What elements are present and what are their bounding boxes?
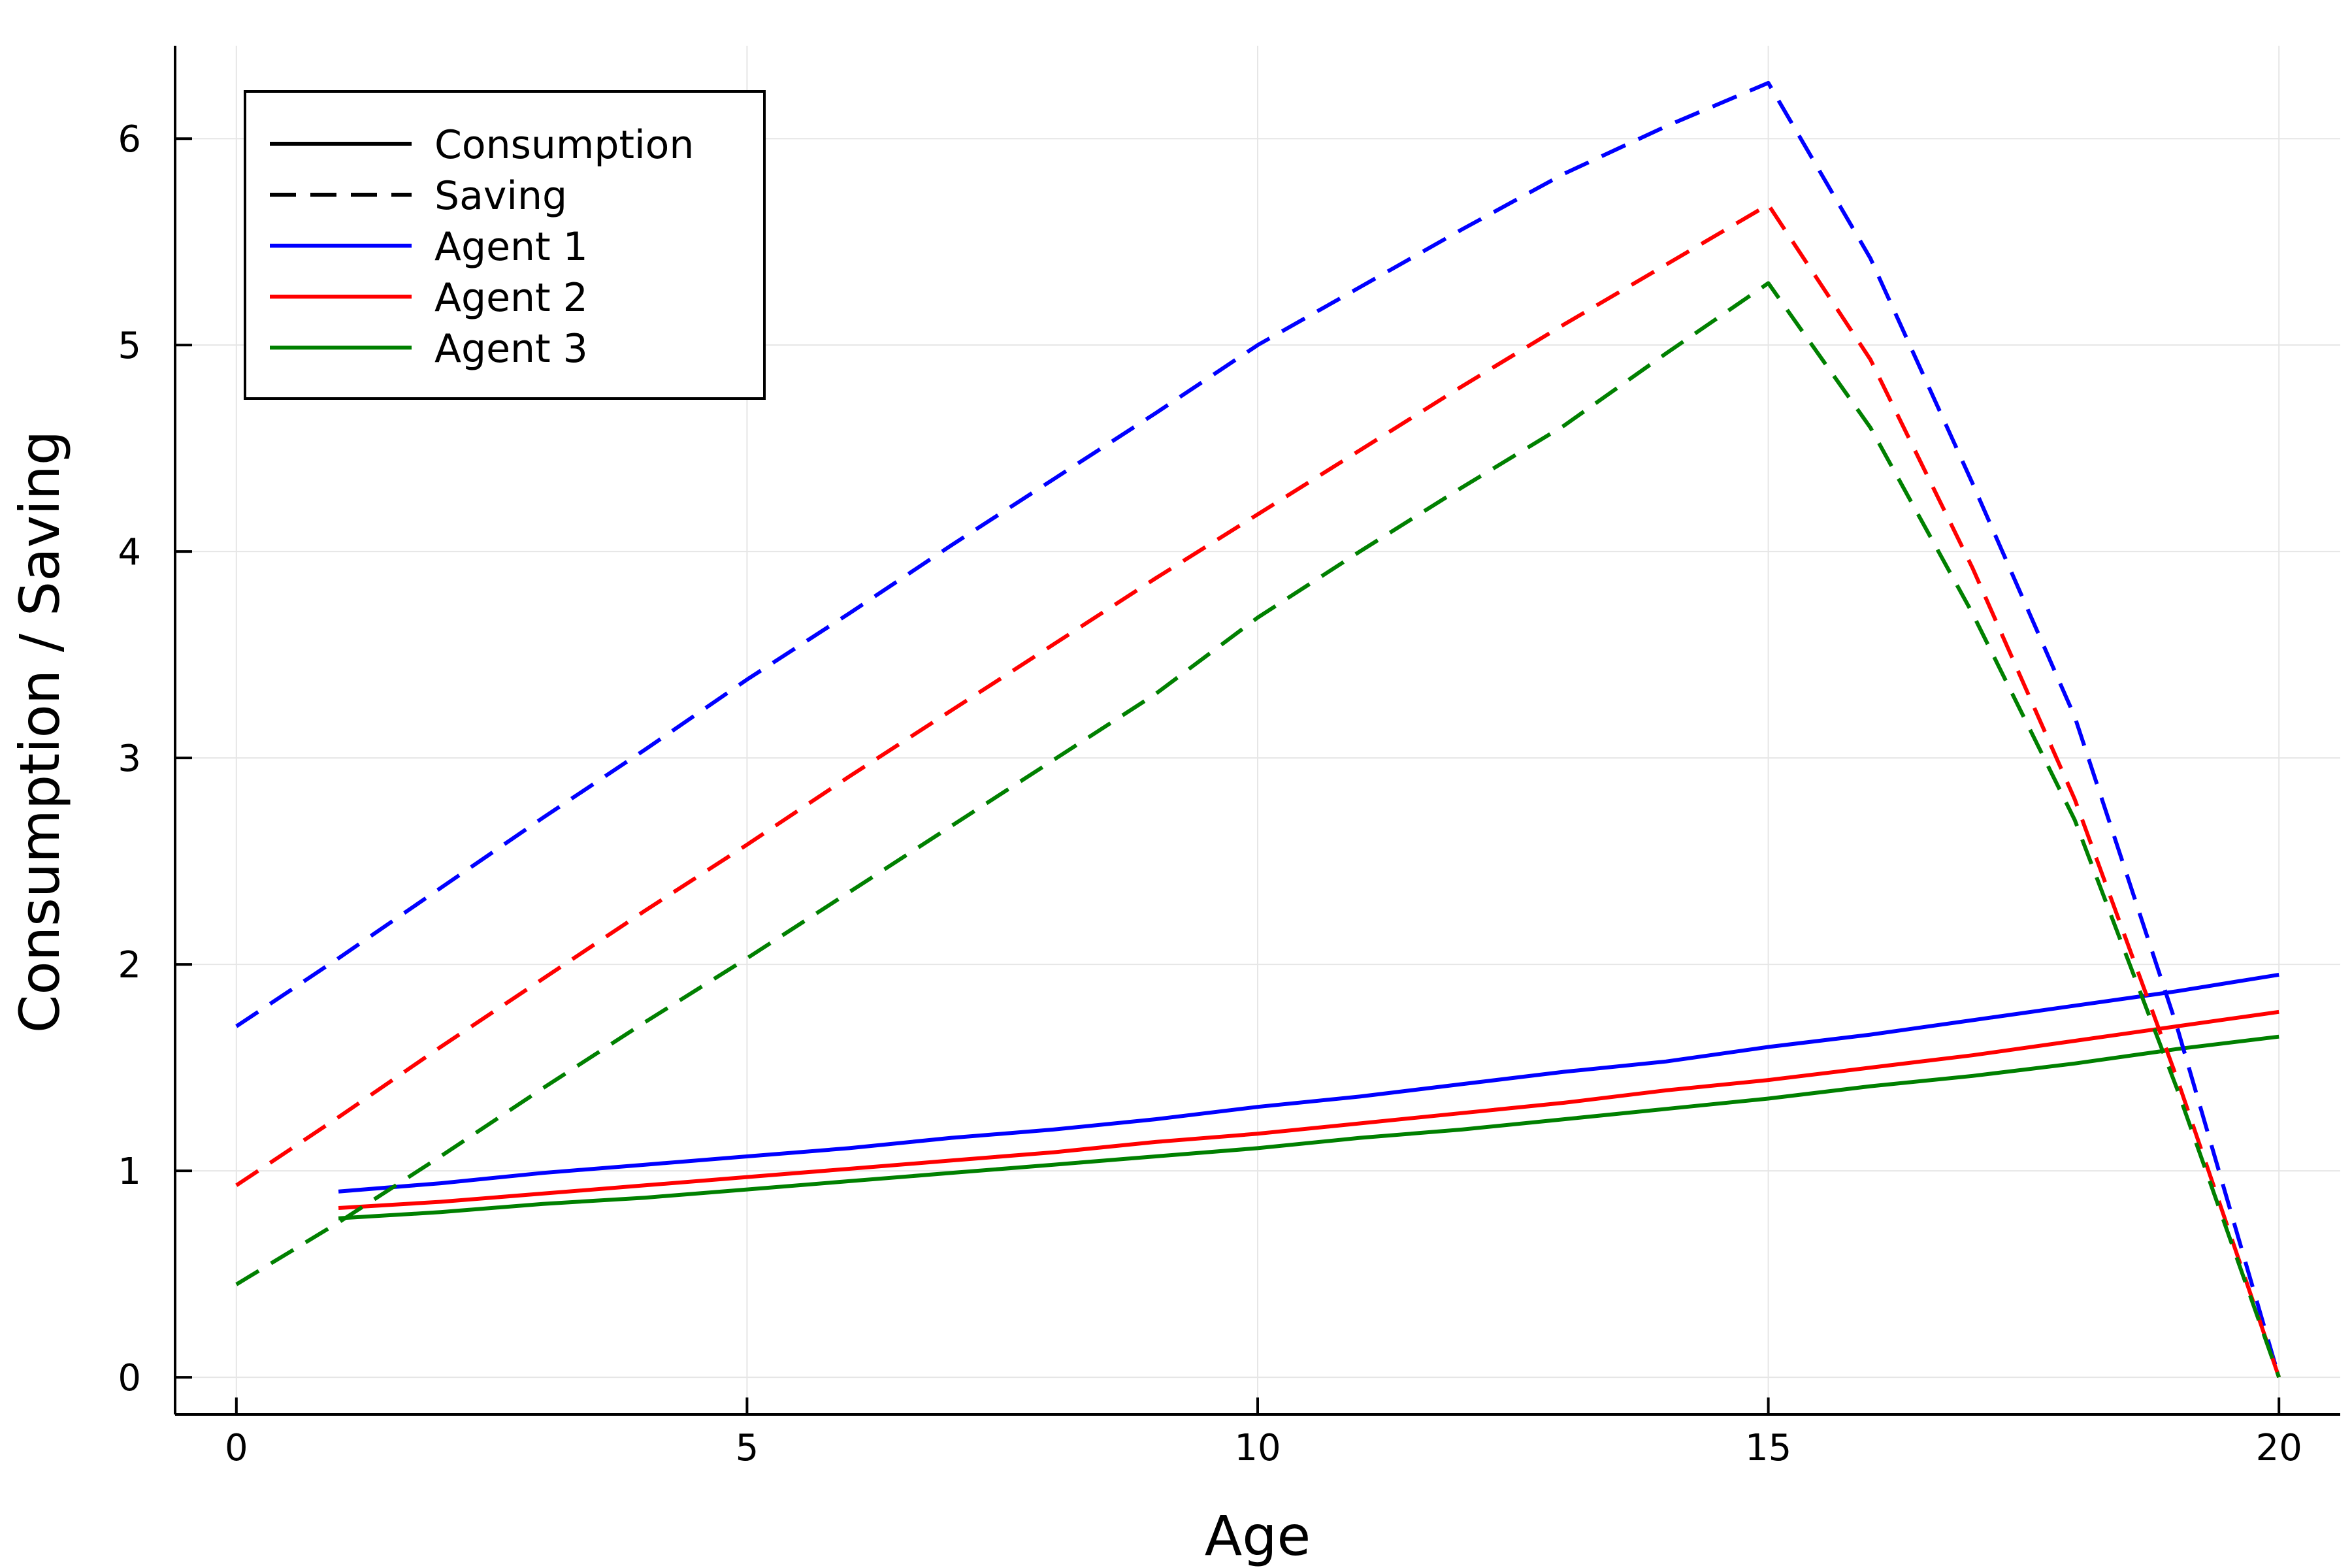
x-tick-label: 10	[1234, 1427, 1281, 1469]
x-axis-label: Age	[1205, 1504, 1311, 1568]
legend-label: Consumption	[434, 122, 694, 168]
x-tick-label: 0	[225, 1427, 248, 1469]
y-tick-label: 6	[118, 118, 141, 161]
y-tick-label: 0	[118, 1357, 141, 1399]
x-tick-label: 5	[736, 1427, 759, 1469]
agent-1-saving-line	[235, 80, 2281, 1378]
y-tick-label: 4	[118, 531, 141, 574]
axes	[174, 46, 2340, 1416]
series-layer	[235, 80, 2281, 1379]
y-tick-label: 5	[118, 325, 141, 367]
x-tick-label: 15	[1745, 1427, 1791, 1469]
legend-label: Agent 1	[434, 224, 588, 270]
agent-2-consumption-line	[338, 1009, 2279, 1210]
tick-labels: 0 5 10 15 20 0 1 2 3 4 5 6	[118, 118, 2302, 1469]
y-tick-label: 2	[118, 944, 141, 987]
agent-2-saving-line	[235, 203, 2281, 1379]
legend-label: Saving	[434, 173, 567, 219]
agent-3-saving-line	[235, 281, 2281, 1379]
x-tick-label: 20	[2256, 1427, 2302, 1469]
legend-label: Agent 2	[434, 275, 588, 321]
legend: Consumption Saving Agent 1 Agent 2 Agent 3	[244, 90, 766, 400]
legend-label: Agent 3	[434, 326, 588, 372]
agent-1-consumption-line	[338, 972, 2279, 1194]
agent-3-consumption-line	[338, 1034, 2279, 1220]
y-axis-label: Consumption / Saving	[8, 431, 72, 1033]
y-tick-label: 3	[118, 738, 141, 780]
y-tick-label: 1	[118, 1151, 141, 1193]
